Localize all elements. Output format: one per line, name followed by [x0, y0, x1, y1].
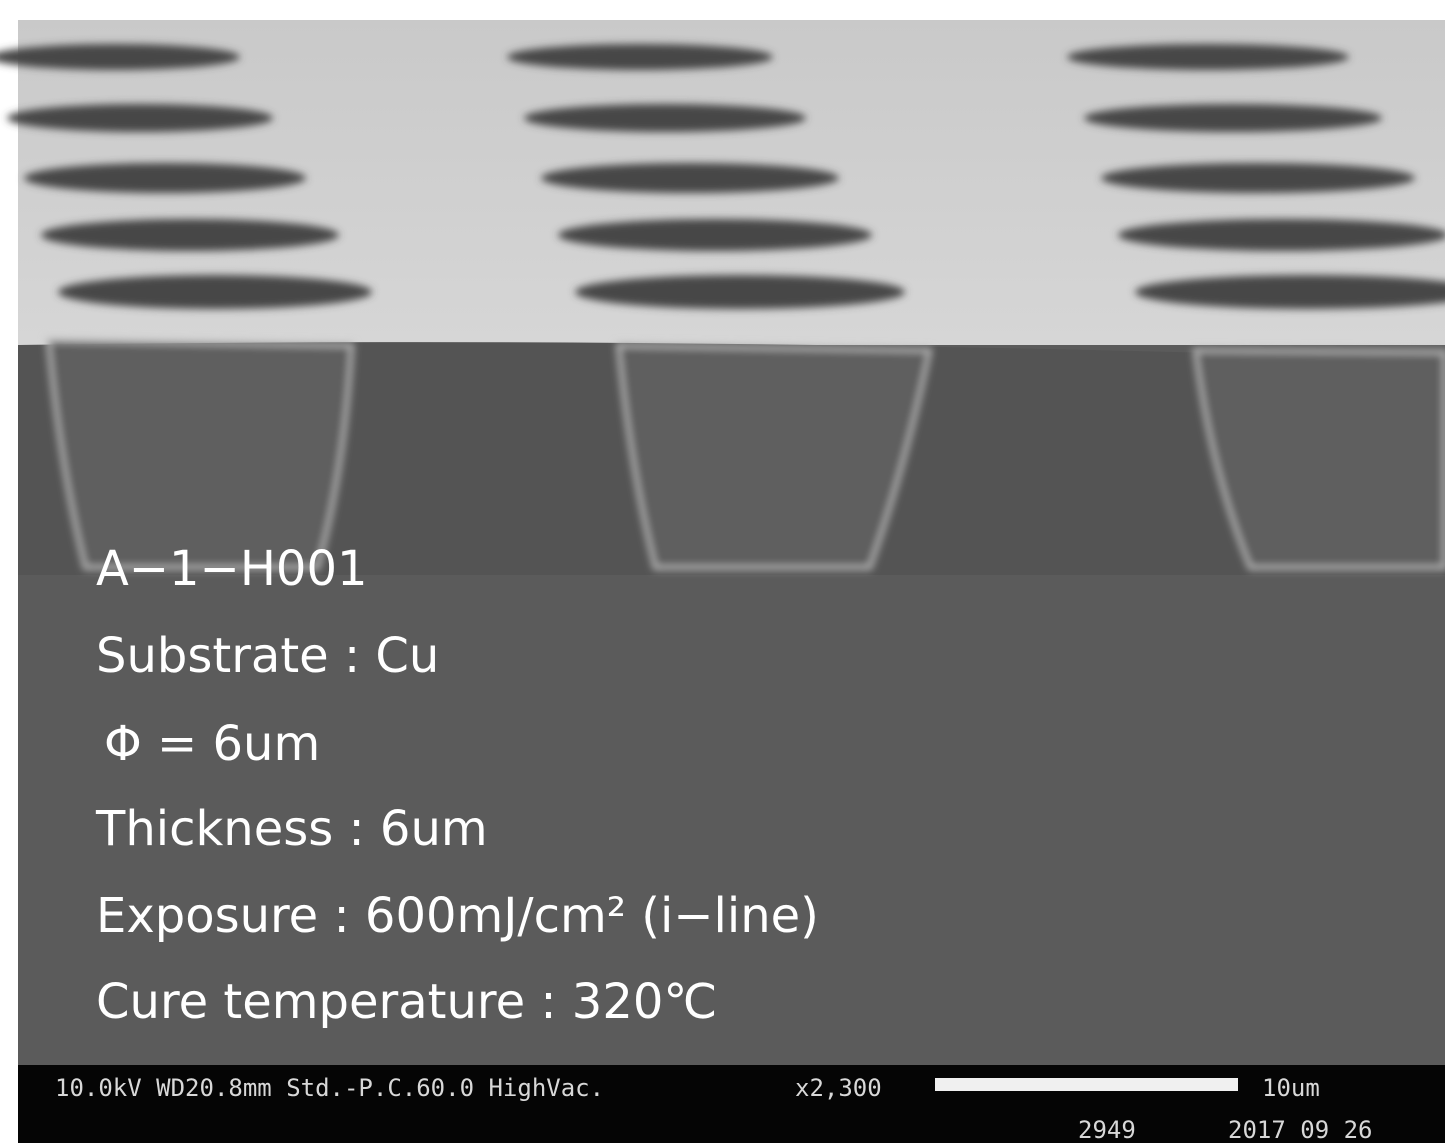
hole-opening — [58, 275, 372, 309]
annotations: A−1−H001 Substrate : Cu Φ = 6um Thickness :… — [95, 541, 819, 1030]
hole-opening — [1135, 275, 1445, 309]
hole-opening — [7, 104, 273, 132]
scale-bar — [935, 1078, 1238, 1091]
hole-opening — [541, 163, 839, 193]
hole-opening — [1118, 219, 1445, 251]
hole-sections — [45, 337, 1445, 570]
hole-opening — [575, 275, 905, 309]
image-number: 2949 — [1078, 1116, 1136, 1143]
annotation: Thickness : 6um — [95, 801, 488, 857]
hole-opening — [524, 104, 806, 132]
date: 2017 09 26 — [1228, 1116, 1373, 1143]
annotation: Substrate : Cu — [96, 628, 439, 684]
annotation: A−1−H001 — [96, 541, 368, 597]
hole-opening — [1084, 104, 1382, 132]
hole-opening — [507, 44, 773, 70]
hole-openings — [0, 44, 1445, 309]
hole-opening — [1067, 44, 1349, 70]
hole-opening — [0, 44, 240, 70]
annotation: Φ = 6um — [104, 716, 320, 772]
magnification: x2,300 — [795, 1074, 882, 1102]
scale-label: 10um — [1262, 1074, 1320, 1102]
hole-opening — [24, 163, 306, 193]
annotation: Exposure : 600mJ/cm² (i−line) — [96, 888, 819, 944]
hole-opening — [41, 219, 339, 251]
hole-opening — [1101, 163, 1415, 193]
annotation: Cure temperature : 320℃ — [96, 974, 717, 1030]
hole-opening — [558, 219, 872, 251]
conditions: 10.0kV WD20.8mm Std.-P.C.60.0 HighVac. — [55, 1074, 604, 1102]
